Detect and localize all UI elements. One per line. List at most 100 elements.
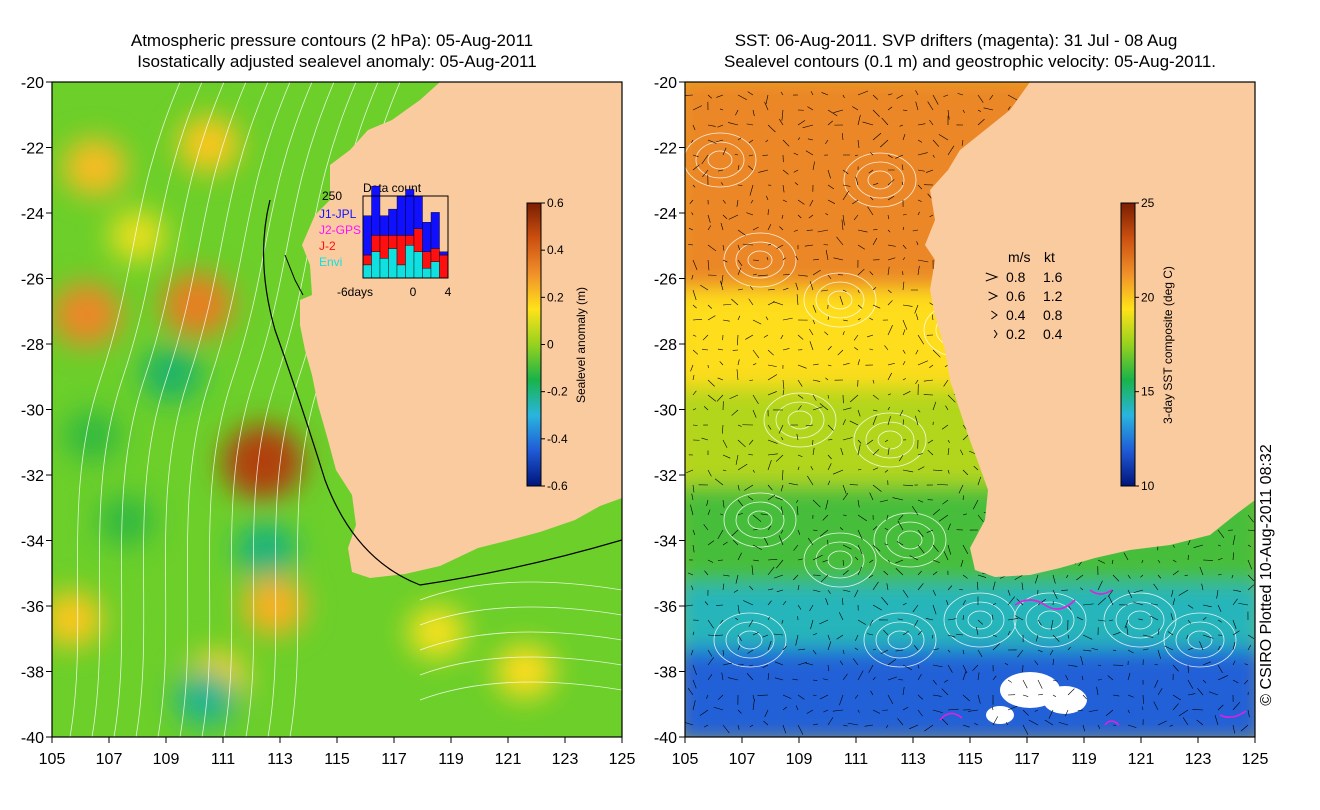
velocity-arrow <box>854 694 859 699</box>
velocity-arrow <box>767 459 772 471</box>
velocity-arrow <box>827 641 832 651</box>
velocity-arrow <box>720 222 724 231</box>
velocity-arrow <box>932 559 940 564</box>
velocity-arrow <box>1232 598 1238 606</box>
velocity-arrow <box>776 589 784 593</box>
velocity-arrow <box>857 709 860 713</box>
velocity-arrow <box>793 152 799 156</box>
velocity-arrow <box>1112 632 1121 636</box>
velocity-arrow <box>737 645 741 651</box>
velocity-legend-ms: 0.4 <box>1006 307 1026 323</box>
velocity-legend-ms-header: m/s <box>1008 249 1031 265</box>
velocity-arrow <box>1172 664 1179 672</box>
velocity-arrow <box>733 589 739 593</box>
velocity-arrow <box>827 463 832 471</box>
pressure-contour <box>245 82 357 737</box>
velocity-arrow <box>832 709 844 712</box>
left-colorbar: 0.6 0.4 0.2 0 -0.2 -0.4 -0.6 Sealevel anomaly … <box>526 196 588 493</box>
velocity-arrow <box>1217 573 1222 576</box>
velocity-arrow <box>947 523 951 531</box>
velocity-arrow <box>1170 613 1174 621</box>
velocity-arrow <box>1217 675 1228 681</box>
velocity-arrow <box>932 694 942 697</box>
velocity-arrow <box>812 269 821 276</box>
velocity-arrow <box>901 164 904 171</box>
anomaly-blob <box>242 576 307 636</box>
velocity-arrow <box>917 360 928 366</box>
velocity-arrow <box>932 469 943 471</box>
velocity-arrow <box>972 499 979 510</box>
velocity-arrow <box>797 466 800 471</box>
velocity-arrow <box>943 94 949 97</box>
velocity-arrow <box>1172 559 1177 563</box>
velocity-arrow <box>857 114 861 126</box>
velocity-arrow <box>689 199 694 205</box>
velocity-arrow <box>690 649 694 656</box>
left-x-axis: 105 107 109 111 113 115 117 119 121 123 125 <box>39 737 635 768</box>
velocity-arrow <box>767 289 775 291</box>
velocity-arrow <box>917 152 928 156</box>
velocity-arrow <box>992 675 997 681</box>
velocity-arrow <box>872 287 877 291</box>
velocity-legend-kt-header: kt <box>1044 249 1055 265</box>
velocity-arrow <box>782 645 787 651</box>
velocity-arrow <box>704 724 709 728</box>
velocity-arrow <box>1127 649 1134 654</box>
velocity-arrow <box>827 454 832 460</box>
inset-x-tick: -6days <box>337 285 373 299</box>
velocity-arrow <box>892 497 904 501</box>
inset-legend-entry: J-2 <box>319 239 336 253</box>
velocity-arrow <box>887 372 892 381</box>
sealevel-contour <box>827 290 853 310</box>
velocity-arrow <box>827 589 831 594</box>
velocity-arrow <box>915 349 919 355</box>
velocity-arrow <box>1197 688 1204 696</box>
velocity-arrow <box>1007 589 1011 596</box>
velocity-arrow <box>774 677 784 681</box>
sealevel-contour <box>897 530 923 550</box>
velocity-arrow <box>1052 589 1058 600</box>
velocity-arrow <box>692 544 695 553</box>
velocity-arrow <box>902 133 906 141</box>
velocity-arrow <box>1022 679 1028 689</box>
velocity-arrow <box>737 184 743 186</box>
velocity-arrow <box>842 331 845 336</box>
velocity-arrow <box>872 526 878 531</box>
velocity-arrow <box>1037 693 1044 696</box>
velocity-arrow <box>902 391 911 396</box>
inset-bar <box>362 215 372 256</box>
velocity-arrow <box>767 600 772 606</box>
velocity-arrow <box>717 529 724 540</box>
anomaly-blob <box>495 644 555 699</box>
colorbar-tick-label: 0.2 <box>547 290 564 304</box>
velocity-arrow <box>917 694 924 700</box>
velocity-arrow <box>855 176 859 186</box>
velocity-arrow <box>992 643 1001 651</box>
velocity-arrow <box>991 706 994 711</box>
inset-bar <box>430 212 440 249</box>
velocity-arrow <box>868 169 874 174</box>
inset-legend-entry: J2-GPS <box>319 223 361 237</box>
pressure-contours <box>69 82 622 737</box>
velocity-arrow <box>722 439 728 448</box>
velocity-arrow <box>872 229 878 231</box>
sealevel-contour <box>875 621 925 659</box>
velocity-arrow <box>809 199 814 207</box>
right-colorbar-label: 3-day SST composite (deg C) <box>1161 266 1175 424</box>
velocity-arrow <box>842 407 852 411</box>
velocity-arrow <box>707 634 715 636</box>
velocity-arrow <box>1017 649 1024 658</box>
inset-legend-entry: J1-JPL <box>319 207 357 221</box>
velocity-arrow <box>722 583 725 591</box>
velocity-arrow <box>902 361 906 366</box>
velocity-arrow <box>857 499 860 508</box>
velocity-arrow <box>749 585 754 591</box>
colorbar-tick-label: 0.4 <box>547 243 564 257</box>
velocity-arrow <box>854 154 859 157</box>
velocity-arrow <box>895 154 904 159</box>
velocity-arrow <box>796 294 799 306</box>
velocity-arrow <box>1157 720 1167 726</box>
velocity-arrow <box>717 377 724 381</box>
velocity-arrow <box>1050 619 1054 631</box>
x-tick-label: 111 <box>844 751 868 768</box>
